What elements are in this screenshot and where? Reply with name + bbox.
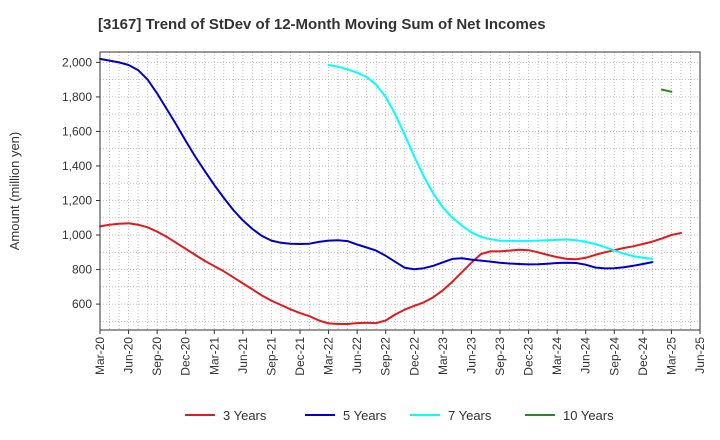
y-tick-label: 1,200: [62, 193, 92, 207]
x-tick-label: Dec-24: [636, 337, 650, 376]
legend: 3 Years 5 Years 7 Years 10 Years: [185, 408, 614, 423]
chart-title: [3167] Trend of StDev of 12-Month Moving…: [98, 16, 546, 33]
legend-label-7-years: 7 Years: [448, 408, 492, 423]
x-tick-label: Sep-23: [493, 337, 507, 376]
x-tick-label: Jun-23: [464, 337, 478, 374]
x-tick-label: Jun-25: [693, 337, 707, 374]
x-tick-label: Jun-22: [350, 337, 364, 374]
x-tick-label: Mar-22: [322, 337, 336, 375]
y-tick-label: 2,000: [62, 55, 92, 69]
plot-frame: [99, 51, 701, 331]
y-tick-label: 1,800: [62, 90, 92, 104]
x-tick-label: Mar-23: [436, 337, 450, 375]
x-tick-label: Jun-20: [122, 337, 136, 374]
x-tick-label: Mar-21: [207, 337, 221, 375]
series-line-3-years: [99, 222, 682, 325]
y-tick-label: 1,600: [62, 124, 92, 138]
x-tick-label: Mar-24: [550, 337, 564, 375]
grid: [99, 52, 701, 330]
y-tick-label: 1,000: [62, 228, 92, 242]
series-line-10-years: [660, 88, 673, 93]
x-tick-label: Mar-25: [664, 337, 678, 375]
legend-label-10-years: 10 Years: [563, 408, 614, 423]
x-tick-label: Dec-23: [522, 337, 536, 376]
legend-label-3-years: 3 Years: [223, 408, 267, 423]
x-tick-label: Sep-22: [379, 337, 393, 376]
x-tick-label: Dec-21: [293, 337, 307, 376]
y-tick-label: 1,400: [62, 159, 92, 173]
legend-label-5-years: 5 Years: [343, 408, 387, 423]
y-axis-ticks: 600 800 1,000 1,200 1,400 1,600 1,800 2,000: [62, 55, 100, 311]
x-tick-label: Sep-24: [607, 337, 621, 376]
x-tick-label: Jun-24: [579, 337, 593, 374]
series-line-5-years: [99, 57, 654, 271]
series-line-7-years: [327, 64, 654, 260]
y-tick-label: 600: [72, 297, 92, 311]
series-lines: [99, 57, 682, 325]
x-axis-ticks: Mar-20 Jun-20 Sep-20 Dec-20 Mar-21 Jun-21 Sep-…: [93, 330, 707, 376]
x-tick-label: Dec-22: [407, 337, 421, 376]
y-tick-label: 800: [72, 263, 92, 277]
x-tick-label: Mar-20: [93, 337, 107, 375]
x-tick-label: Sep-21: [264, 337, 278, 376]
x-tick-label: Sep-20: [150, 337, 164, 376]
x-tick-label: Dec-20: [179, 337, 193, 376]
x-tick-label: Jun-21: [236, 337, 250, 374]
y-axis-title: Amount (million yen): [7, 132, 22, 251]
